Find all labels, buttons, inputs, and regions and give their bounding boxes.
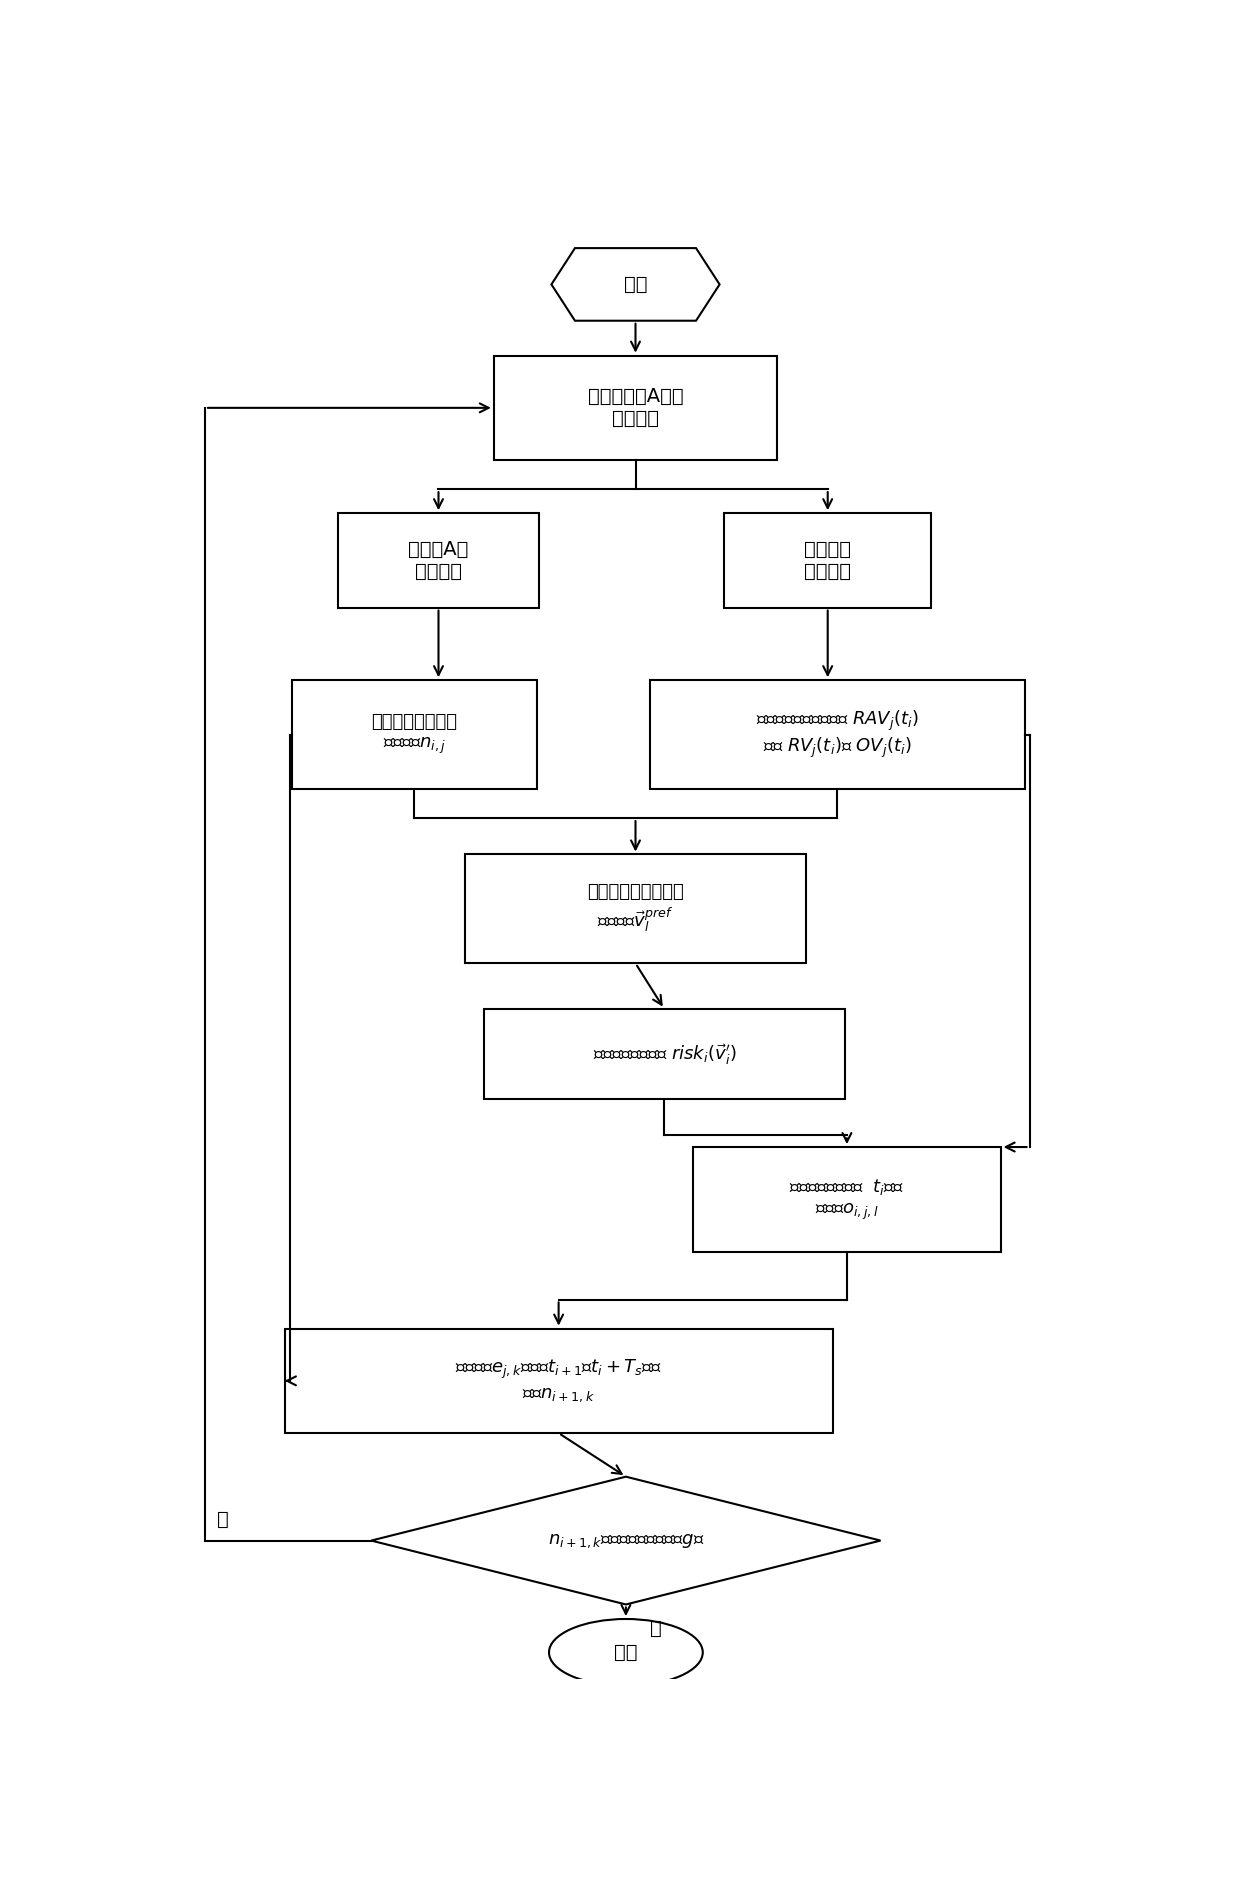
FancyBboxPatch shape bbox=[465, 854, 806, 964]
Text: 开始: 开始 bbox=[624, 275, 647, 294]
Text: $n_{i+1,k}$节点状态为目标状态$g$？: $n_{i+1,k}$节点状态为目标状态$g$？ bbox=[548, 1531, 704, 1550]
Text: 无人车A位
置、速度: 无人车A位 置、速度 bbox=[408, 539, 469, 581]
Polygon shape bbox=[552, 249, 719, 321]
Ellipse shape bbox=[549, 1618, 703, 1686]
FancyBboxPatch shape bbox=[291, 681, 537, 788]
FancyBboxPatch shape bbox=[650, 681, 1024, 788]
FancyBboxPatch shape bbox=[337, 513, 539, 607]
Text: 构造防碰机动搜索
树的节点$n_{i,j}$: 构造防碰机动搜索 树的节点$n_{i,j}$ bbox=[372, 713, 458, 756]
FancyBboxPatch shape bbox=[484, 1009, 844, 1100]
FancyBboxPatch shape bbox=[724, 513, 931, 607]
Text: 构造可达防碰速度集合 $RAV_j(t_i)$
包括 $RV_j(t_i)$和 $OV_j(t_i)$: 构造可达防碰速度集合 $RAV_j(t_i)$ 包括 $RV_j(t_i)$和 … bbox=[756, 709, 919, 760]
Text: 结束: 结束 bbox=[614, 1643, 637, 1662]
Text: 构造树枝$e_{j,k}$，获得$t_{i+1}$或$t_i+T_s$时刻
节点$n_{i+1,k}$: 构造树枝$e_{j,k}$，获得$t_{i+1}$或$t_i+T_s$时刻 节点… bbox=[455, 1358, 662, 1403]
Text: 计算当前规划时刻的
最佳速度$\vec{v}_l^{pref}$: 计算当前规划时刻的 最佳速度$\vec{v}_l^{pref}$ bbox=[587, 883, 684, 935]
FancyBboxPatch shape bbox=[693, 1147, 1001, 1252]
Text: 障碍物位
置、速度: 障碍物位 置、速度 bbox=[805, 539, 851, 581]
Text: 检测无人车A及障
碍物状态: 检测无人车A及障 碍物状态 bbox=[588, 387, 683, 428]
FancyBboxPatch shape bbox=[285, 1328, 832, 1433]
Text: 设置速度风险因子 $risk_i(\vec{v}_i^{\prime})$: 设置速度风险因子 $risk_i(\vec{v}_i^{\prime})$ bbox=[593, 1041, 737, 1066]
Text: 否: 否 bbox=[217, 1511, 228, 1530]
Text: 是: 是 bbox=[650, 1618, 662, 1639]
Text: 选择新的速度，即  $t_i$时刻
操作符$o_{i,j,l}$: 选择新的速度，即 $t_i$时刻 操作符$o_{i,j,l}$ bbox=[790, 1177, 904, 1222]
FancyBboxPatch shape bbox=[494, 356, 777, 460]
Polygon shape bbox=[371, 1477, 880, 1605]
